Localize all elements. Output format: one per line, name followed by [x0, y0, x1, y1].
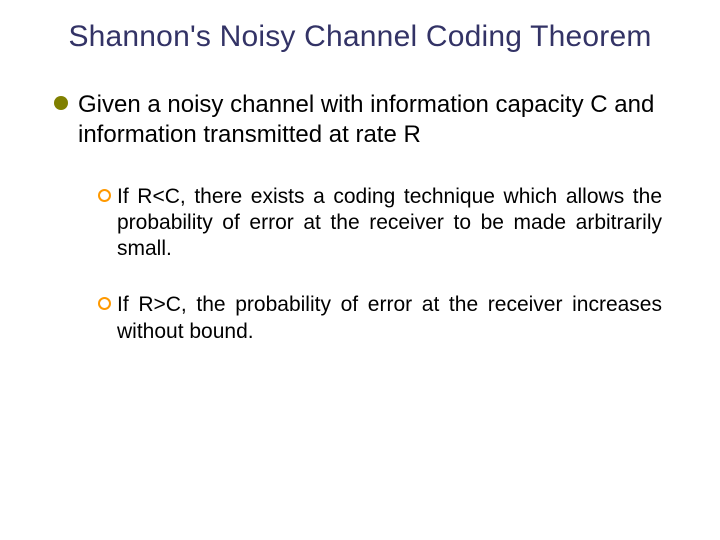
slide-title: Shannon's Noisy Channel Coding Theorem	[40, 18, 680, 56]
slide-container: Shannon's Noisy Channel Coding Theorem G…	[0, 0, 720, 540]
bullet-level1-text: Given a noisy channel with information c…	[78, 90, 680, 150]
circle-bullet-icon	[98, 297, 111, 310]
bullet-level2-text: If R>C, the probability of error at the …	[117, 292, 662, 345]
disc-bullet-icon	[54, 96, 68, 110]
bullet-level2-item: If R<C, there exists a coding technique …	[40, 184, 680, 263]
bullet-level2-text: If R<C, there exists a coding technique …	[117, 184, 662, 263]
circle-bullet-icon	[98, 189, 111, 202]
bullet-level1-item: Given a noisy channel with information c…	[40, 90, 680, 150]
bullet-level2-item: If R>C, the probability of error at the …	[40, 292, 680, 345]
